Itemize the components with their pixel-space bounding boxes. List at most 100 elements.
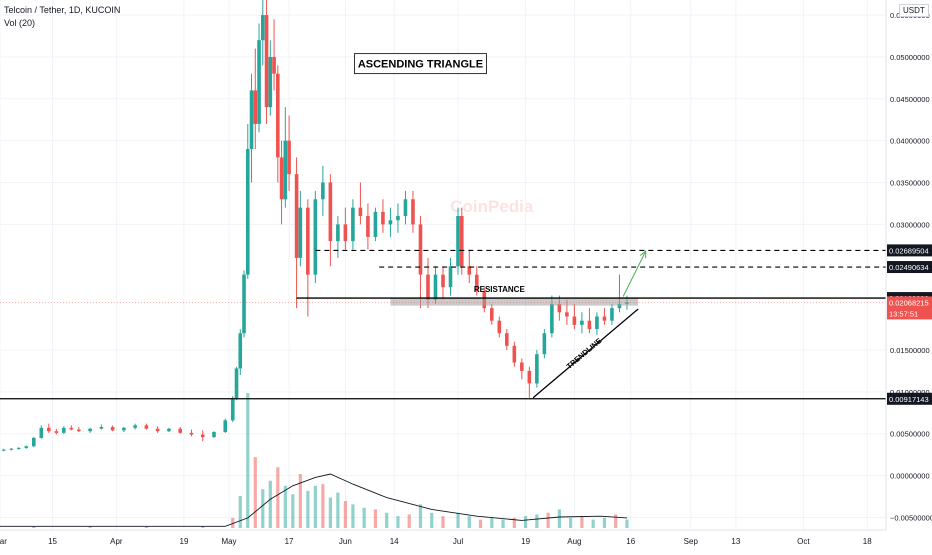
candle-body [122,427,126,431]
chart-legend: Telcoin / Tether, 1D, KUCOIN Vol (20) [4,4,120,30]
time-tick-label: Jul [453,537,463,546]
candle-body [260,15,265,41]
volume-bar [291,494,295,528]
volume-bar [298,474,302,528]
volume-indicator-label[interactable]: Vol (20) [4,18,36,28]
price-level-tag-label: 0.02689504 [889,246,929,255]
candle-body [459,216,464,267]
volume-ma-line [0,473,628,527]
candle-body [512,345,517,363]
candle-body [580,320,584,325]
candle-body [456,216,460,267]
candle-body [200,434,205,438]
projection-arrow [622,250,647,297]
volume-bar [407,514,411,528]
candle-body [24,446,29,448]
volume-bar [283,485,287,528]
volume-bar [362,507,366,528]
candle-body [223,420,228,433]
candle-body [178,428,183,433]
candle-body [257,40,261,124]
candle-body [587,320,592,330]
candle-body [550,303,554,334]
candle-body [321,182,325,200]
price-level-tag-label: 0.00917143 [889,395,929,404]
price-tick-label: 0.03000000 [890,220,930,229]
candle-body [31,437,36,447]
time-tick-label: Mar [0,537,7,546]
candle-body [253,90,258,124]
price-tick-label: 0.04500000 [890,95,930,104]
volume-bar [591,519,595,528]
candle-body [343,224,348,242]
volume-bar [306,490,310,528]
candle-body [403,199,408,217]
volume-bar [385,512,389,528]
time-tick-label: 19 [521,537,530,546]
time-tick-label: 17 [285,537,294,546]
candle-body [328,182,333,242]
candle-body [47,427,51,432]
candle-body [189,432,194,435]
volume-bar [430,512,434,528]
volume-bar [336,492,340,528]
symbol-title[interactable]: Telcoin / Tether, 1D, KUCOIN [4,5,121,15]
volume-bar [246,393,250,528]
volume-bar [351,504,355,528]
time-tick-label: 16 [626,537,635,546]
volume-bar [512,517,516,528]
price-tick-label: 0.00000000 [890,472,930,481]
currency-label[interactable]: USDT [899,4,929,17]
volume-bar [313,485,317,528]
volume-bar [456,512,460,528]
volume-bar [88,525,92,528]
volume-bar [201,526,205,528]
price-level-tag-label: 0.02490634 [889,263,929,272]
candle-body [505,333,509,346]
countdown-label: 13:57:51 [889,309,918,318]
candle-body [448,266,453,288]
time-tick-label: Apr [110,537,123,546]
candle-body [557,303,562,313]
candle-body [358,207,363,217]
candle-body [411,199,415,225]
current-price-tag-label: 0.02068215 [889,298,929,307]
candle-body [279,157,284,200]
resistance-zone [390,298,639,306]
candle-body [467,266,472,275]
volume-bar [478,519,483,528]
candle-body [283,140,288,200]
volume-bar [602,517,607,528]
volume-bar [268,480,272,528]
candle-body [77,429,81,432]
candle-body [595,316,599,330]
time-tick-label: 15 [48,537,57,546]
candle-body [62,427,66,433]
candle-body [242,274,246,334]
volume-bar [238,495,242,528]
volume-bar [535,514,539,528]
candle-body [542,333,547,355]
candle-body [276,73,280,158]
candle-body [381,211,385,225]
time-tick-label: Jun [339,537,352,546]
candle-body [497,320,502,334]
candle-body [490,308,494,321]
candle-body [565,312,569,317]
candle-body [610,308,614,321]
price-level-tag [887,261,932,274]
price-tick-label: −0.00500000 [890,513,932,522]
candle-body [155,428,160,432]
candle-body [54,431,59,433]
volume-bar [32,526,36,528]
candle-body [366,216,370,237]
volume-bar [231,517,235,528]
volume-bar [276,467,280,528]
volume-bar [441,516,445,528]
time-tick-label: Sep [684,537,699,546]
candle-body [572,316,577,325]
volume-bar [569,517,573,528]
